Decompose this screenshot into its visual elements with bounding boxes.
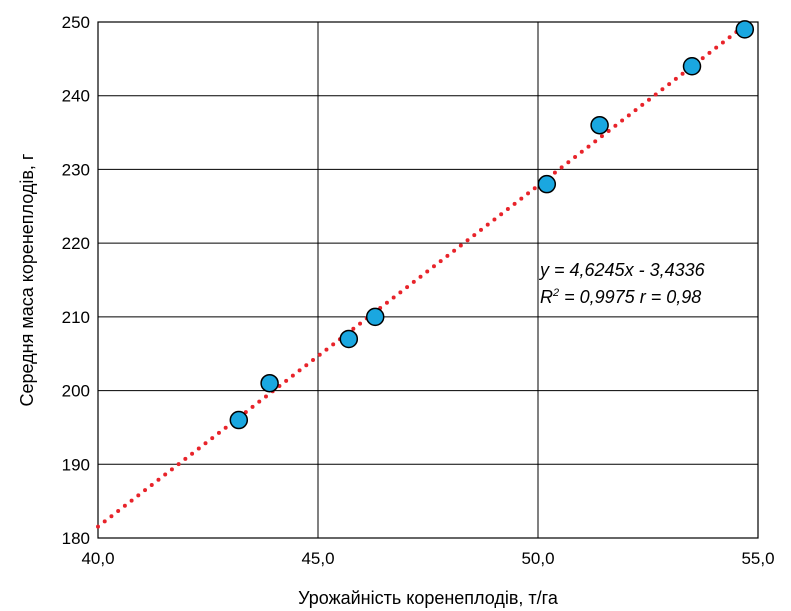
gridlines [97,21,759,539]
data-points [229,20,755,430]
y-axis-title: Середня маса коренеплодів, г [17,153,37,406]
trendline-path [96,20,752,529]
data-point [365,307,385,327]
y-tick-label: 250 [62,13,90,32]
data-point [339,329,359,349]
x-tick-label: 50,0 [521,549,554,568]
r-squared-prefix: R [540,287,553,307]
trend-equation: y = 4,6245x - 3,4336 [538,260,706,280]
y-tick-label: 190 [62,455,90,474]
trendline [96,20,752,529]
y-tick-label: 210 [62,308,90,327]
r-squared-superscript: 2 [552,287,559,299]
y-tick-label: 180 [62,529,90,548]
x-axis-ticks: 40,0 45,0 50,0 55,0 [81,549,774,568]
y-tick-label: 220 [62,234,90,253]
y-tick-label: 240 [62,87,90,106]
data-point [260,373,279,393]
data-point [590,115,609,135]
data-point [537,174,557,194]
y-tick-label: 230 [62,160,90,179]
r-squared-annotation: R2 = 0,9975 r = 0,98 [540,287,701,307]
x-tick-label: 55,0 [741,549,774,568]
x-axis-title: Урожайність коренеплодів, т/га [298,588,559,608]
y-axis-ticks: 180 190 200 210 220 230 240 250 [62,13,90,548]
data-point [229,410,249,430]
x-tick-label: 45,0 [301,549,334,568]
y-tick-label: 200 [62,382,90,401]
x-tick-label: 40,0 [81,549,114,568]
data-point [682,56,702,76]
r-squared-rest: = 0,9975 r = 0,98 [559,287,701,307]
data-point [735,20,755,39]
plot-area [97,21,759,539]
